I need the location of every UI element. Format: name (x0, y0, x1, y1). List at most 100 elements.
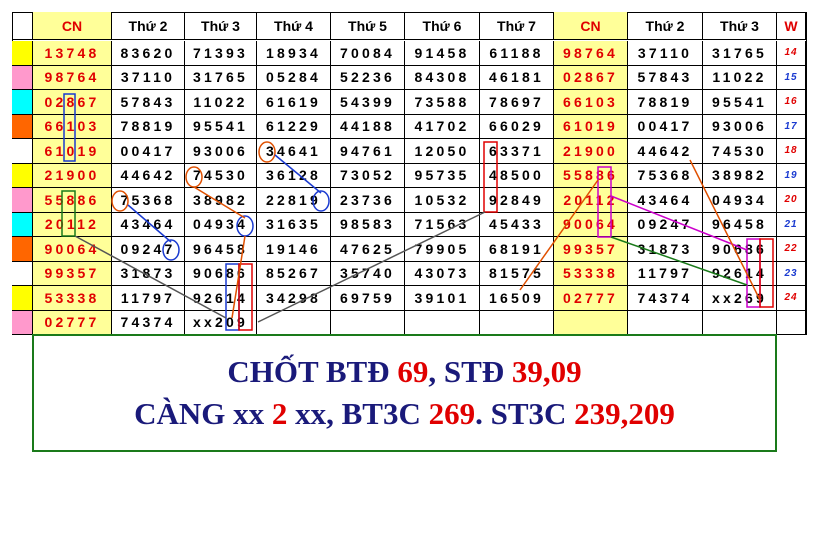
number-cell: 90064 (33, 237, 112, 262)
number-cell: 91458 (405, 41, 480, 66)
number-cell: 94761 (331, 139, 405, 164)
number-cell: 92614 (185, 286, 257, 311)
row-marker (12, 237, 33, 262)
number-cell: 95541 (185, 114, 257, 139)
conclusion-box: CHỐT BTĐ 69, STĐ 39,09 CÀNG xx 2 xx, BT3C… (32, 334, 777, 452)
number-cell: 38982 (703, 163, 777, 188)
number-cell: 11022 (185, 90, 257, 115)
week-number: 15 (777, 65, 806, 90)
number-cell: 73588 (405, 90, 480, 115)
number-cell: 55886 (554, 163, 628, 188)
number-cell: 61619 (257, 90, 331, 115)
number-cell: 69759 (331, 286, 405, 311)
number-cell: 98764 (33, 65, 112, 90)
number-cell: 75368 (112, 188, 185, 213)
number-cell: 05284 (257, 65, 331, 90)
conclusion-line: CÀNG xx 2 xx, BT3C 269. ST3C 239,209 (34, 393, 775, 435)
week-number: 21 (777, 212, 806, 237)
number-cell: 41702 (405, 114, 480, 139)
conclusion-text: CÀNG xx (134, 396, 272, 431)
row-marker (12, 139, 33, 164)
empty-cell (257, 310, 331, 335)
header-cell: Thứ 2 (628, 12, 703, 40)
number-cell: 48500 (480, 163, 554, 188)
row-marker (12, 286, 33, 311)
conclusion-text: . ST3C (475, 396, 575, 431)
number-cell: 95541 (703, 90, 777, 115)
number-cell: 93006 (703, 114, 777, 139)
number-cell: 02867 (554, 65, 628, 90)
number-cell: 02867 (33, 90, 112, 115)
number-cell: 61019 (554, 114, 628, 139)
header-cell: W (777, 12, 806, 40)
conclusion-text: 269 (428, 396, 476, 431)
number-cell: 31765 (185, 65, 257, 90)
number-cell: 57843 (628, 65, 703, 90)
number-cell: 35740 (331, 261, 405, 286)
number-cell: 12050 (405, 139, 480, 164)
number-cell: 52236 (331, 65, 405, 90)
number-cell: 45433 (480, 212, 554, 237)
header-cell (12, 12, 33, 40)
number-cell: 20112 (33, 212, 112, 237)
number-cell: 66029 (480, 114, 554, 139)
number-cell: 11797 (628, 261, 703, 286)
conclusion-text: , STĐ (428, 354, 512, 389)
number-cell: 61229 (257, 114, 331, 139)
number-cell: 09247 (628, 212, 703, 237)
conclusion-text: 239,209 (574, 396, 675, 431)
conclusion-text: CHỐT BTĐ (227, 354, 398, 389)
conclusion-line: CHỐT BTĐ 69, STĐ 39,09 (34, 351, 775, 393)
number-cell: 90686 (185, 261, 257, 286)
number-cell: 04934 (703, 188, 777, 213)
number-cell: 79905 (405, 237, 480, 262)
number-cell: 36128 (257, 163, 331, 188)
header-cell: CN (33, 12, 112, 40)
empty-cell (405, 310, 480, 335)
number-cell: 11797 (112, 286, 185, 311)
number-cell: 31873 (628, 237, 703, 262)
number-cell: 90064 (554, 212, 628, 237)
row-marker (12, 188, 33, 213)
conclusion-text: 69 (397, 354, 429, 389)
number-cell: 02777 (554, 286, 628, 311)
number-cell: 61188 (480, 41, 554, 66)
number-cell: 63371 (480, 139, 554, 164)
number-cell: 44642 (112, 163, 185, 188)
number-cell: 78697 (480, 90, 554, 115)
empty-cell (777, 310, 806, 335)
week-number: 14 (777, 41, 806, 66)
number-cell: 74374 (112, 310, 185, 335)
empty-cell (628, 310, 703, 335)
empty-cell (554, 310, 628, 335)
number-cell: xx209 (185, 310, 257, 335)
row-marker (12, 261, 33, 286)
number-cell: 53338 (554, 261, 628, 286)
number-cell: 46181 (480, 65, 554, 90)
number-cell: xx269 (703, 286, 777, 311)
number-cell: 74530 (703, 139, 777, 164)
number-cell: 43073 (405, 261, 480, 286)
number-cell: 71393 (185, 41, 257, 66)
number-cell: 23736 (331, 188, 405, 213)
week-number: 20 (777, 188, 806, 213)
number-cell: 37110 (628, 41, 703, 66)
week-number: 19 (777, 163, 806, 188)
number-cell: 16509 (480, 286, 554, 311)
conclusion-text: xx, BT3C (287, 396, 429, 431)
number-cell: 09247 (112, 237, 185, 262)
number-cell: 18934 (257, 41, 331, 66)
conclusion-text: 2 (271, 396, 288, 431)
number-cell: 00417 (628, 114, 703, 139)
number-cell: 10532 (405, 188, 480, 213)
number-cell: 68191 (480, 237, 554, 262)
number-cell: 90686 (703, 237, 777, 262)
number-cell: 83620 (112, 41, 185, 66)
row-marker (12, 41, 33, 66)
number-cell: 43464 (112, 212, 185, 237)
number-cell: 71563 (405, 212, 480, 237)
number-cell: 19146 (257, 237, 331, 262)
week-number: 18 (777, 139, 806, 164)
row-marker (12, 65, 33, 90)
